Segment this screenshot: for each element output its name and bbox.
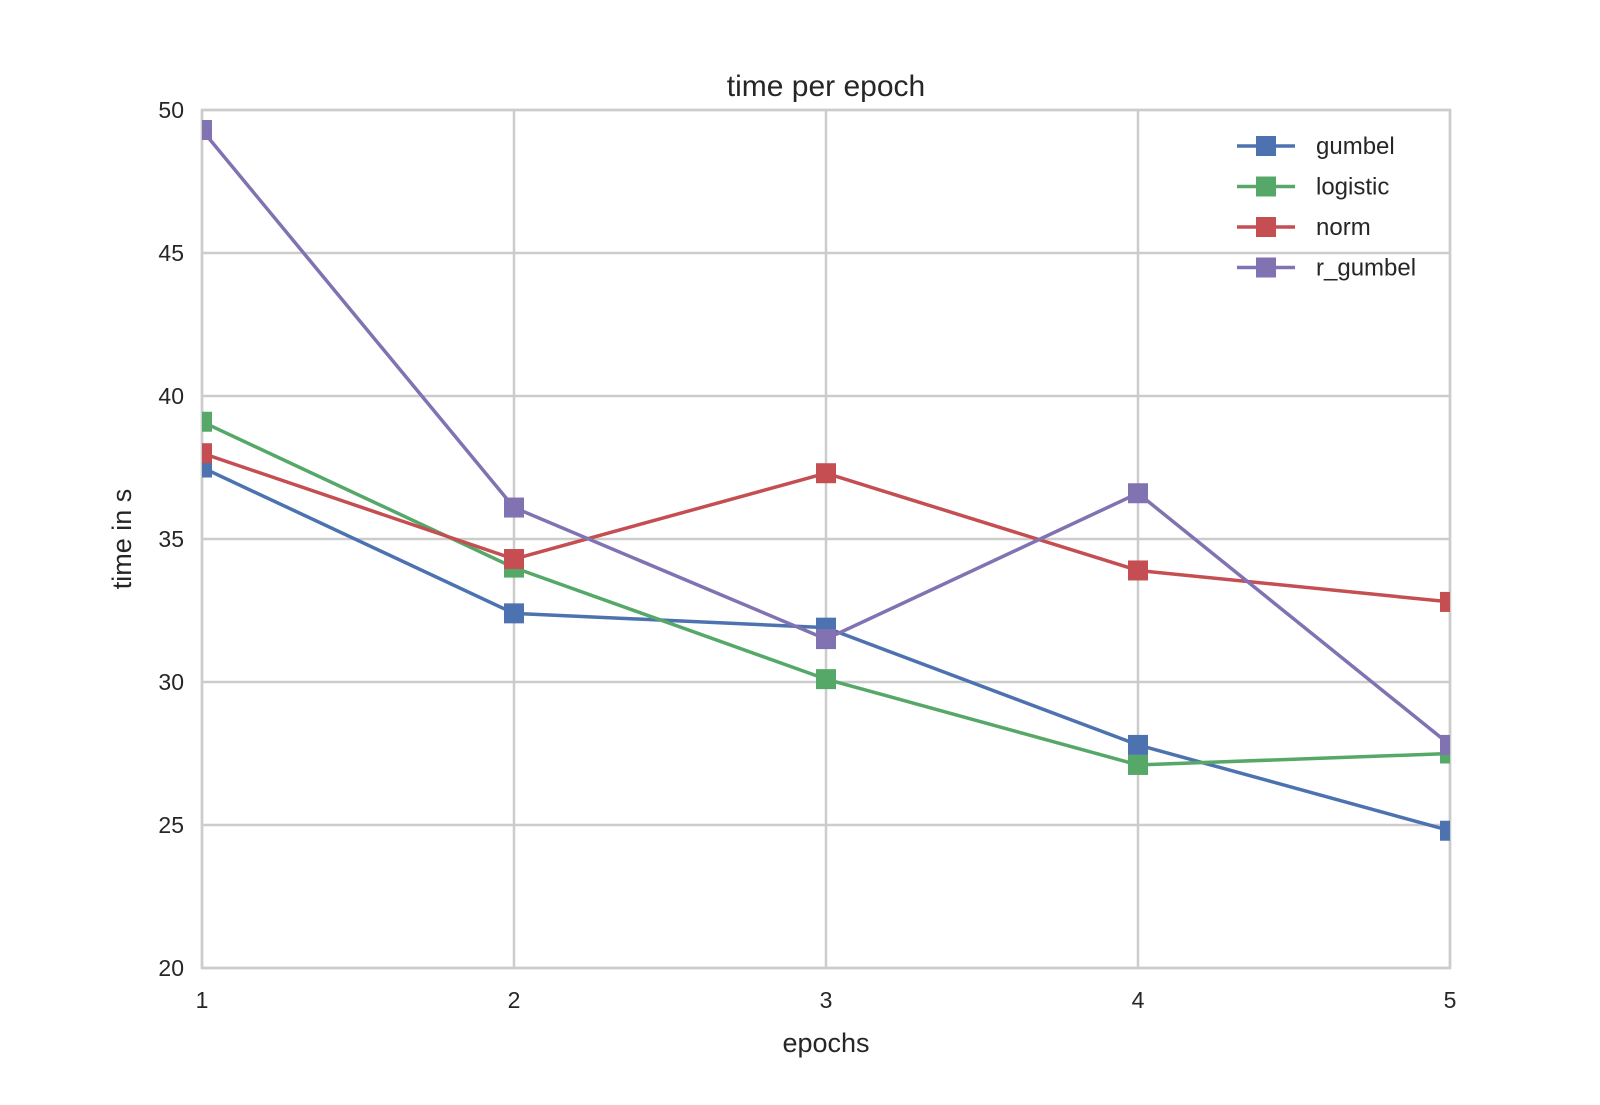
data-point [202, 457, 212, 478]
legend-marker [1256, 176, 1276, 197]
y-tick-label: 30 [158, 669, 184, 695]
data-point [1128, 754, 1148, 775]
data-point [504, 497, 524, 518]
data-point [1440, 734, 1450, 755]
legend-marker [1256, 136, 1276, 156]
data-point [202, 120, 212, 141]
legend-item-norm: norm [1237, 214, 1371, 241]
x-tick-label: 3 [820, 987, 833, 1013]
legend-label: norm [1316, 214, 1371, 241]
legend-marker [1256, 257, 1276, 278]
y-tick-label: 20 [158, 955, 184, 981]
y-tick-label: 50 [158, 97, 184, 123]
y-axis-label: time in s [107, 489, 137, 590]
data-point [1440, 591, 1450, 612]
legend-label: gumbel [1316, 133, 1395, 160]
data-point [816, 629, 836, 650]
data-point [202, 443, 212, 464]
series-norm [202, 443, 1450, 612]
legend: gumbel logistic norm r_gumbel [1237, 133, 1416, 282]
y-tick-label: 40 [158, 383, 184, 409]
x-tick-label: 5 [1444, 987, 1457, 1013]
y-tick-label: 35 [158, 526, 184, 552]
data-point [1128, 560, 1148, 581]
legend-item-r_gumbel: r_gumbel [1237, 255, 1416, 282]
series-r_gumbel [202, 120, 1450, 755]
legend-label: r_gumbel [1316, 255, 1416, 282]
plot-frame [200, 108, 1452, 970]
data-point [202, 411, 212, 432]
x-axis-label: epochs [782, 1028, 869, 1058]
y-tick-label: 45 [158, 240, 184, 266]
data-point [816, 669, 836, 690]
data-point [1440, 820, 1450, 841]
legend-label: logistic [1316, 174, 1389, 201]
data-point [1128, 483, 1148, 504]
x-tick-label: 2 [508, 987, 521, 1013]
data-point [1128, 734, 1148, 755]
y-tick-label: 25 [158, 812, 184, 838]
legend-item-logistic: logistic [1237, 174, 1389, 201]
x-tick-label: 4 [1132, 987, 1145, 1013]
legend-item-gumbel: gumbel [1237, 133, 1395, 160]
data-point [504, 603, 524, 624]
chart-title: time per epoch [727, 70, 925, 103]
data-point [816, 463, 836, 484]
series-lines [202, 120, 1450, 841]
x-tick-label: 1 [196, 987, 209, 1013]
legend-marker [1256, 217, 1276, 237]
data-point [504, 549, 524, 570]
